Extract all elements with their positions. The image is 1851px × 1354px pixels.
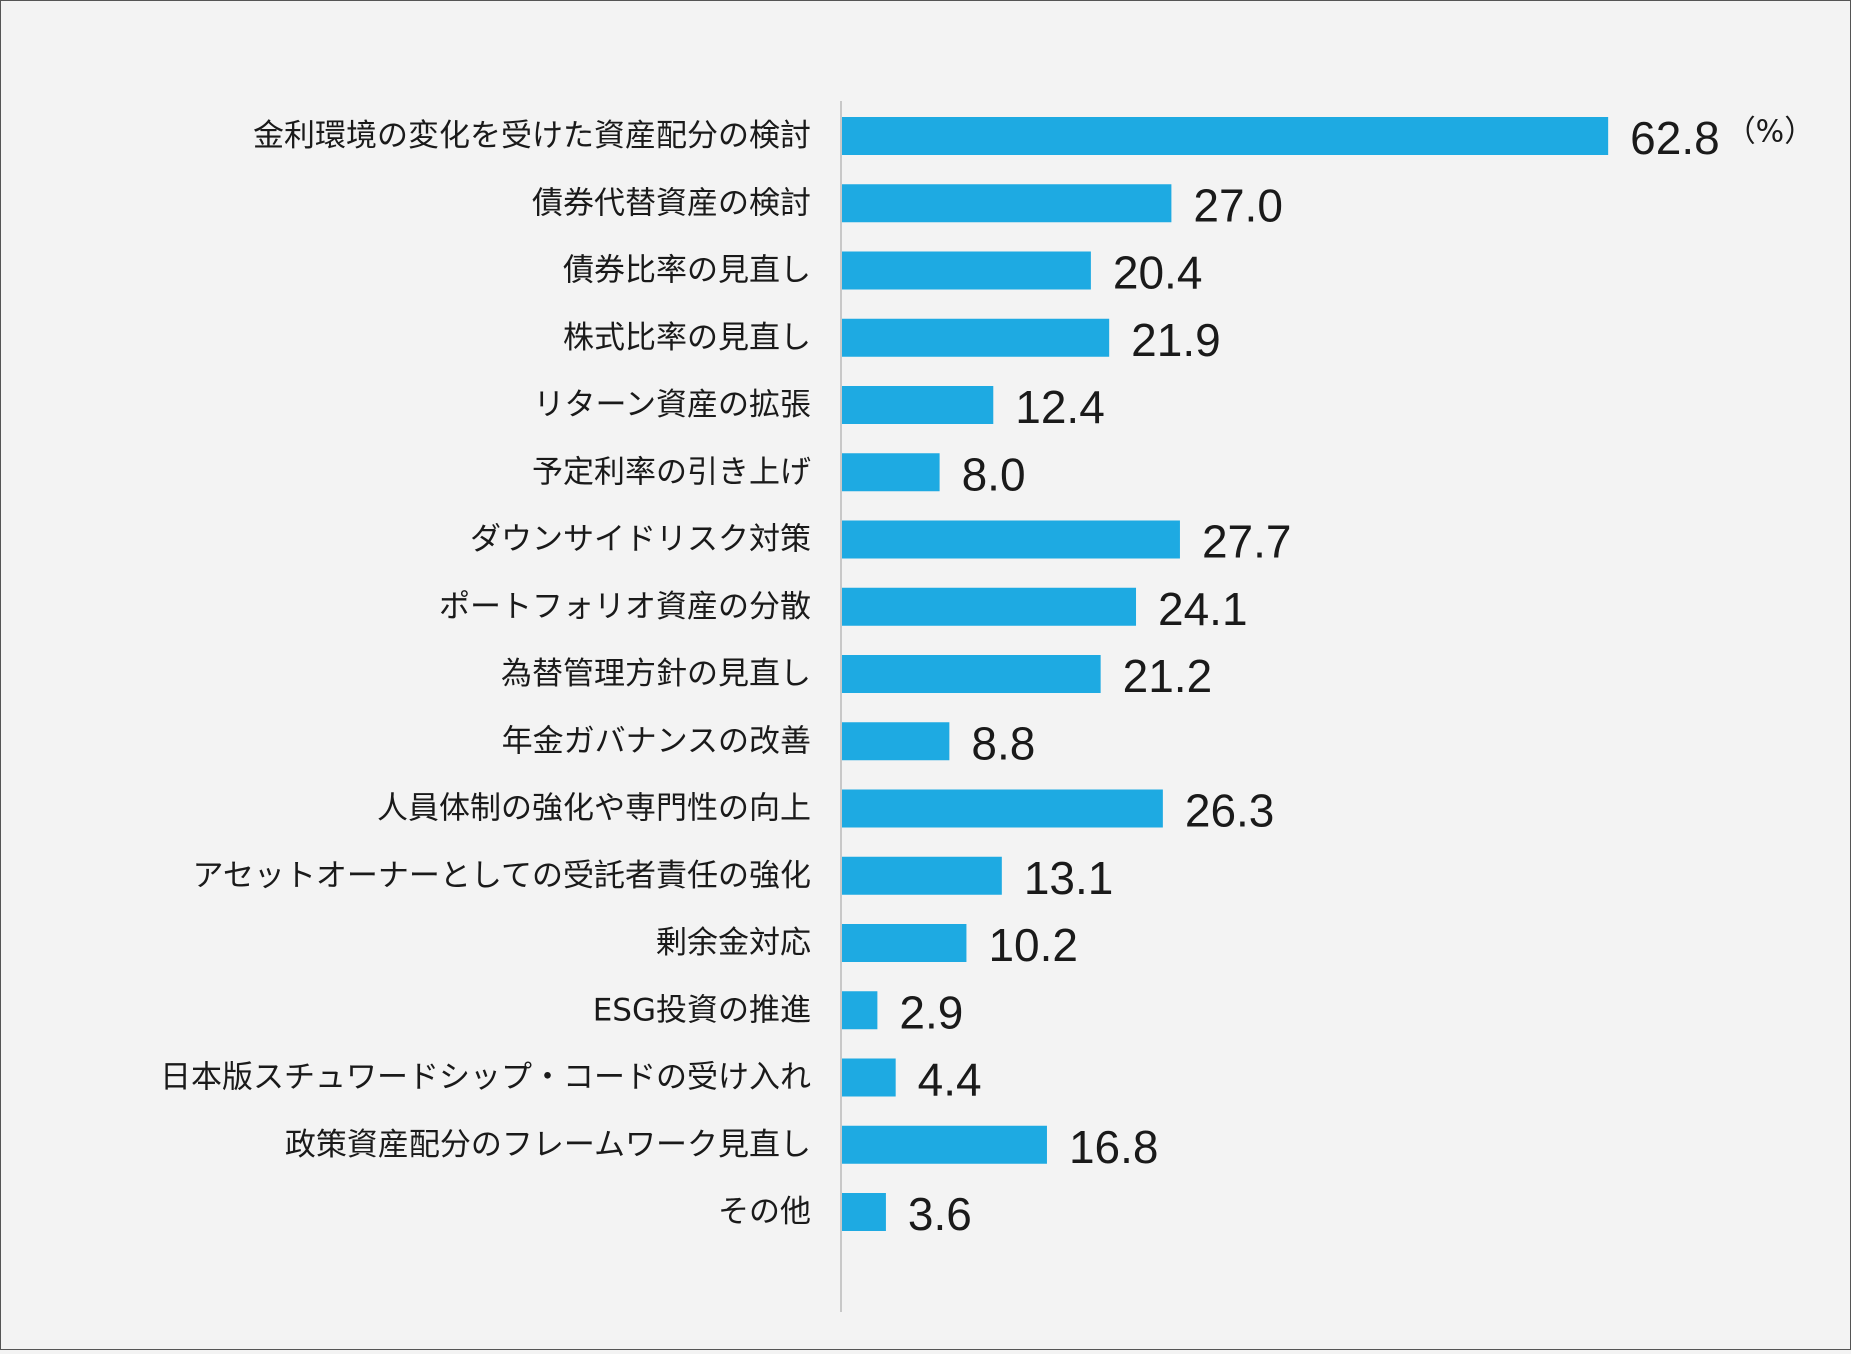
bar-4	[842, 386, 994, 424]
value-label-16: 3.6	[908, 1188, 972, 1240]
value-label-12: 10.2	[988, 919, 1078, 971]
bar-11	[842, 856, 1002, 895]
category-label-4: リターン資産の拡張	[534, 387, 811, 423]
bar-7	[842, 587, 1137, 626]
category-label-6: ダウンサイドリスク対策	[470, 522, 811, 558]
bar-16	[842, 1193, 886, 1231]
value-label-9: 8.8	[971, 717, 1035, 769]
category-label-2: 債券比率の見直し	[563, 253, 811, 289]
bar-15	[842, 1125, 1047, 1164]
category-label-11: アセットオーナーとしての受託者責任の強化	[193, 858, 811, 894]
value-label-4: 12.4	[1015, 381, 1105, 433]
value-label-8: 21.2	[1123, 650, 1213, 702]
value-label-14: 4.4	[918, 1054, 982, 1106]
bar-14	[842, 1058, 896, 1097]
value-label-5: 8.0	[962, 448, 1026, 500]
value-label-11: 13.1	[1024, 852, 1114, 904]
bar-13	[842, 991, 878, 1030]
value-label-10: 26.3	[1185, 785, 1275, 837]
category-label-12: 剰余金対応	[656, 925, 811, 961]
category-label-3: 株式比率の見直し	[563, 320, 811, 356]
value-label-13: 2.9	[899, 986, 963, 1038]
value-labels-group: 62.8 27.0 20.4 21.9 12.4 8.0 27.7 24.1 21.2 8.8 26…	[899, 112, 1719, 1240]
category-labels-group: 金利環境の変化を受けた資産配分の検討債券代替資産の検討債券比率の見直し株式比率の…	[160, 118, 811, 1230]
bar-2	[842, 251, 1091, 290]
value-label-15: 16.8	[1069, 1121, 1159, 1173]
category-label-8: 為替管理方針の見直し	[501, 656, 811, 692]
bar-5	[842, 453, 940, 492]
category-label-7: ポートフォリオ資産の分散	[439, 589, 811, 625]
bar-1	[842, 184, 1172, 223]
bar-3	[842, 318, 1110, 357]
category-label-1: 債券代替資産の検討	[532, 185, 811, 221]
value-label-1: 27.0	[1193, 179, 1283, 231]
category-label-16: その他	[718, 1194, 811, 1230]
bar-9	[842, 722, 950, 761]
category-label-15: 政策資産配分のフレームワーク見直し	[285, 1127, 811, 1163]
bar-10	[842, 789, 1163, 828]
category-label-9: 年金ガバナンスの改善	[502, 723, 811, 759]
value-label-6: 27.7	[1202, 516, 1292, 568]
value-label-0: 62.8	[1630, 112, 1720, 164]
bars-group	[842, 117, 1609, 1231]
category-label-14: 日本版スチュワードシップ・コードの受け入れ	[160, 1060, 811, 1096]
value-label-2: 20.4	[1113, 247, 1203, 299]
bar-6	[842, 520, 1180, 559]
bar-0	[842, 117, 1609, 155]
category-label-0: 金利環境の変化を受けた資産配分の検討	[253, 118, 811, 154]
category-label-10: 人員体制の強化や専門性の向上	[377, 791, 811, 827]
bar-8	[842, 655, 1101, 693]
value-label-3: 21.9	[1131, 314, 1221, 366]
value-label-7: 24.1	[1158, 583, 1248, 635]
category-label-5: 予定利率の引き上げ	[532, 454, 811, 490]
bar-12	[842, 924, 967, 962]
category-label-13: ESG投資の推進	[593, 992, 811, 1028]
unit-label: （%）	[1726, 115, 1815, 150]
